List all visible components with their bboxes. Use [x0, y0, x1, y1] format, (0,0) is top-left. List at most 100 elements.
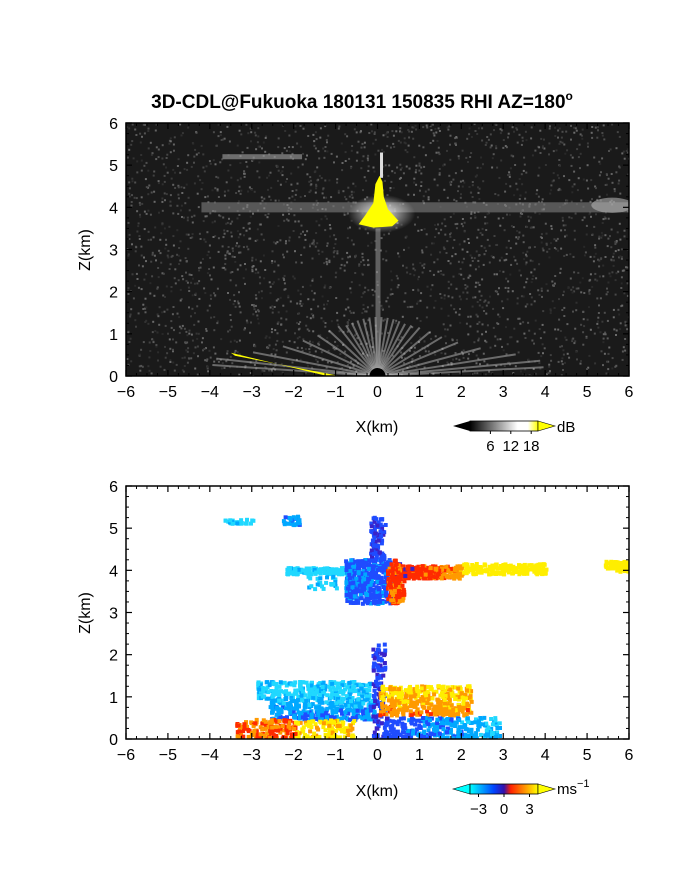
noise-pixel [470, 192, 472, 194]
noise-pixel [214, 353, 216, 355]
noise-pixel [244, 283, 246, 285]
noise-pixel [541, 288, 543, 290]
noise-pixel [363, 308, 365, 310]
noise-pixel [600, 331, 602, 333]
noise-pixel [600, 258, 602, 260]
noise-pixel [506, 247, 508, 249]
noise-pixel [209, 160, 211, 162]
noise-pixel [227, 170, 229, 172]
noise-pixel [563, 307, 565, 309]
noise-pixel [488, 301, 490, 303]
noise-pixel [173, 306, 175, 308]
noise-pixel [613, 316, 615, 318]
noise-pixel [146, 186, 148, 188]
noise-pixel [294, 199, 296, 201]
noise-pixel [519, 134, 521, 136]
noise-pixel [400, 169, 402, 171]
noise-pixel [491, 145, 493, 147]
noise-pixel [470, 152, 472, 154]
noise-pixel [283, 256, 285, 258]
noise-pixel [374, 154, 376, 156]
velocity-pixel-core [400, 593, 404, 597]
noise-pixel [523, 157, 525, 159]
noise-pixel [306, 173, 308, 175]
noise-pixel [149, 370, 151, 372]
noise-pixel [553, 180, 555, 182]
velocity-pixel-low [360, 716, 364, 720]
noise-pixel [602, 341, 604, 343]
noise-pixel [520, 274, 522, 276]
noise-pixel [482, 163, 484, 165]
noise-pixel [554, 275, 556, 277]
noise-pixel [615, 365, 617, 367]
noise-pixel [425, 191, 427, 193]
noise-pixel [479, 284, 481, 286]
velocity-pixel-layer [285, 572, 289, 576]
noise-pixel [523, 170, 525, 172]
noise-pixel [271, 262, 273, 264]
noise-pixel [278, 225, 280, 227]
noise-pixel [232, 248, 234, 250]
noise-pixel [298, 312, 300, 314]
noise-pixel [131, 140, 133, 142]
noise-pixel [243, 329, 245, 331]
noise-pixel [608, 178, 610, 180]
noise-pixel [594, 273, 596, 275]
velocity-pixel-core [390, 575, 394, 579]
velocity-pixel-core [361, 564, 365, 568]
noise-pixel [170, 320, 172, 322]
noise-pixel [495, 124, 497, 126]
velocity-pixel-core [363, 572, 367, 576]
velocity-pixel-low [271, 706, 275, 710]
noise-pixel [618, 183, 620, 185]
noise-pixel [441, 308, 443, 310]
noise-pixel [453, 239, 455, 241]
noise-pixel [444, 234, 446, 236]
velocity-pixel-low [348, 681, 352, 685]
noise-pixel [607, 337, 609, 339]
noise-pixel [258, 291, 260, 293]
noise-pixel [486, 222, 488, 224]
noise-pixel [487, 239, 489, 241]
noise-pixel [576, 302, 578, 304]
noise-pixel [430, 254, 432, 256]
noise-pixel [574, 239, 576, 241]
noise-pixel [237, 217, 239, 219]
noise-pixel [166, 157, 168, 159]
noise-pixel [563, 144, 565, 146]
noise-pixel [245, 268, 247, 270]
noise-pixel [164, 369, 166, 371]
velocity-pixel-layer [458, 572, 462, 576]
noise-pixel [471, 257, 473, 259]
noise-pixel [367, 245, 369, 247]
noise-pixel [338, 190, 340, 192]
noise-pixel [560, 248, 562, 250]
noise-pixel [446, 150, 448, 152]
noise-pixel [277, 321, 279, 323]
noise-pixel [589, 289, 591, 291]
noise-pixel [151, 275, 153, 277]
noise-pixel [481, 140, 483, 142]
noise-pixel [356, 152, 358, 154]
noise-pixel [475, 176, 477, 178]
noise-pixel [169, 268, 171, 270]
noise-pixel [267, 189, 269, 191]
noise-pixel [164, 175, 166, 177]
noise-pixel [560, 229, 562, 231]
noise-pixel [327, 242, 329, 244]
noise-pixel [368, 165, 370, 167]
noise-pixel [194, 368, 196, 370]
noise-pixel [300, 254, 302, 256]
noise-pixel [385, 259, 387, 261]
noise-pixel [128, 127, 130, 129]
noise-pixel [130, 338, 132, 340]
noise-pixel [150, 261, 152, 263]
noise-pixel [462, 261, 464, 263]
noise-pixel [448, 126, 450, 128]
noise-pixel [509, 176, 511, 178]
noise-pixel [425, 246, 427, 248]
noise-pixel [164, 346, 166, 348]
noise-pixel [240, 311, 242, 313]
noise-pixel [538, 167, 540, 169]
noise-pixel [174, 172, 176, 174]
